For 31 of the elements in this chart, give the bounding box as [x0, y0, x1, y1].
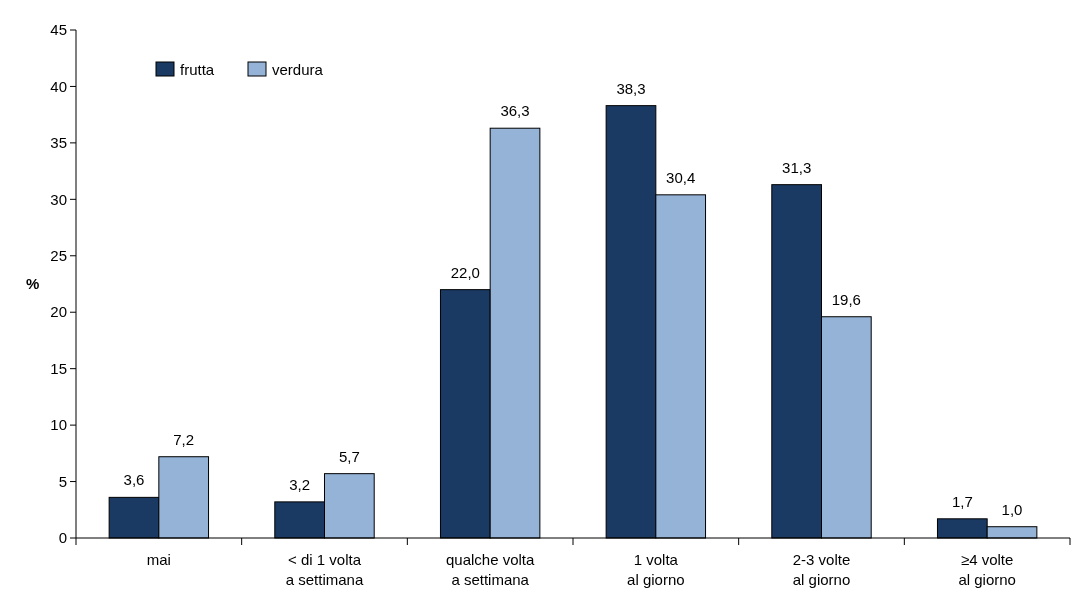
- y-tick-label: 5: [58, 472, 67, 490]
- data-label: 5,7: [338, 447, 360, 465]
- x-tick-label: 1 volta al giorno: [627, 551, 685, 588]
- x-tick-label: ≥4 volte al giorno: [958, 551, 1016, 588]
- y-axis-title: %: [26, 275, 40, 293]
- y-tick-label: 0: [58, 529, 67, 547]
- y-tick-label: 20: [50, 303, 67, 321]
- y-tick-label: 30: [50, 190, 67, 208]
- data-label: 3,6: [123, 471, 145, 489]
- y-tick-label: 35: [50, 134, 67, 152]
- y-tick-label: 45: [50, 21, 67, 39]
- data-label: 3,2: [289, 475, 311, 493]
- data-label: 30,4: [666, 168, 696, 186]
- data-label: 1,7: [951, 492, 973, 510]
- data-label: 7,2: [173, 430, 195, 448]
- data-label: 19,6: [831, 290, 861, 308]
- data-label: 31,3: [782, 158, 812, 176]
- data-label: 36,3: [500, 102, 530, 120]
- x-tick-label: mai: [146, 551, 171, 568]
- x-tick-label: 2-3 volte al giorno: [792, 551, 851, 588]
- legend-label: frutta: [180, 61, 215, 79]
- y-tick-label: 25: [50, 247, 67, 265]
- y-tick-label: 15: [50, 359, 67, 377]
- data-label: 22,0: [450, 263, 480, 281]
- y-tick-label: 10: [50, 416, 67, 434]
- x-tick-label: < di 1 volta a settimana: [285, 551, 364, 588]
- legend-label: verdura: [272, 61, 324, 79]
- data-label: 38,3: [616, 79, 646, 97]
- data-label: 1,0: [1001, 500, 1023, 518]
- x-tick-label: qualche volta a settimana: [445, 551, 536, 588]
- y-tick-label: 40: [50, 77, 67, 95]
